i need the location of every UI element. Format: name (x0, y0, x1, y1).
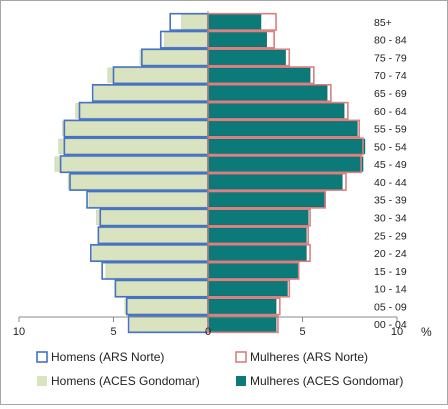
bar-homens-aces-gondomar-60-64 (75, 103, 209, 119)
category-label-55-59: 55 - 59 (374, 124, 407, 136)
bar-homens-aces-gondomar-25-29 (98, 227, 209, 243)
category-label-70-74: 70 - 74 (374, 70, 407, 82)
category-label-00-04: 00 - 04 (374, 319, 407, 331)
bar-homens-aces-gondomar-40-44 (67, 174, 209, 190)
bar-mulheres-aces-gondomar-10-14 (207, 281, 288, 297)
x-axis: 10 5 0 5 10% (13, 11, 432, 339)
bar-mulheres-aces-gondomar-45-49 (207, 156, 364, 172)
bar-mulheres-aces-gondomar-05-09 (207, 298, 277, 314)
bar-homens-aces-gondomar-55-59 (62, 121, 209, 137)
category-label-05-09: 05 - 09 (374, 301, 407, 313)
category-label-40-44: 40 - 44 (374, 177, 407, 189)
bar-mulheres-aces-gondomar-00-04 (207, 316, 277, 332)
bar-mulheres-aces-gondomar-55-59 (207, 121, 358, 137)
category-label-60-64: 60 - 64 (374, 106, 407, 118)
category-label-35-39: 35 - 39 (374, 195, 407, 207)
legend-label-homens-ars-norte: Homens (ARS Norte) (51, 350, 164, 364)
category-label-75-79: 75 - 79 (374, 52, 407, 64)
bar-mulheres-aces-gondomar-15-19 (207, 263, 300, 279)
legend-label-homens-aces-gondomar: Homens (ACES Gondomar) (51, 374, 200, 388)
x-tick-label: 0 (205, 326, 211, 338)
category-label-45-49: 45 - 49 (374, 159, 407, 171)
category-label-65-69: 65 - 69 (374, 88, 407, 100)
x-tick-label: 10 (13, 326, 25, 338)
bar-homens-aces-gondomar-15-19 (105, 263, 209, 279)
legend-swatch-homens-ars-norte (36, 351, 48, 363)
category-label-30-34: 30 - 34 (374, 212, 407, 224)
category-label-10-14: 10 - 14 (374, 284, 407, 296)
legend-swatch-homens-aces-gondomar (37, 376, 47, 386)
bar-homens-aces-gondomar-85 (181, 14, 209, 30)
bar-homens-aces-gondomar-75-79 (139, 49, 209, 66)
bar-mulheres-aces-gondomar-25-29 (207, 227, 307, 243)
category-label-25-29: 25 - 29 (374, 230, 407, 242)
legend-swatch-mulheres-ars-norte (235, 351, 247, 363)
bar-homens-aces-gondomar-35-39 (88, 192, 209, 208)
bar-homens-aces-gondomar-20-24 (92, 245, 209, 261)
bar-mulheres-aces-gondomar-50-54 (207, 138, 366, 154)
x-tick-label: 10 (391, 326, 403, 338)
bar-mulheres-aces-gondomar-60-64 (207, 103, 345, 119)
category-label-15-19: 15 - 19 (374, 266, 407, 278)
bar-mulheres-aces-gondomar-35-39 (207, 192, 326, 208)
category-label-20-24: 20 - 24 (374, 248, 407, 260)
bar-mulheres-aces-gondomar-80-84 (207, 32, 267, 48)
bar-homens-aces-gondomar-65-69 (94, 85, 209, 101)
category-label-50-54: 50 - 54 (374, 141, 407, 153)
category-label-80-84: 80 - 84 (374, 35, 407, 47)
bar-mulheres-aces-gondomar-70-74 (207, 67, 311, 83)
unit-label: % (421, 325, 432, 339)
bar-mulheres-aces-gondomar-85 (207, 14, 262, 30)
bar-mulheres-aces-gondomar-20-24 (207, 245, 307, 261)
bar-mulheres-aces-gondomar-30-34 (207, 209, 309, 226)
legend-label-mulheres-aces-gondomar: Mulheres (ACES Gondomar) (250, 374, 403, 388)
bar-homens-aces-gondomar-10-14 (115, 281, 209, 297)
legend-label-mulheres-ars-norte: Mulheres (ARS Norte) (250, 350, 368, 364)
bar-mulheres-aces-gondomar-40-44 (207, 174, 343, 190)
age-group-labels: 85+ 80 - 84 75 - 79 70 - 74 65 - 69 60 - 64 55… (374, 17, 407, 331)
bar-mulheres-aces-gondomar-75-79 (207, 49, 286, 66)
legend: Homens (ARS Norte) Mulheres (ARS Norte) Ho… (36, 350, 403, 388)
bar-homens-aces-gondomar-45-49 (54, 156, 209, 172)
bar-homens-aces-gondomar-30-34 (96, 209, 209, 226)
bar-homens-aces-gondomar-00-04 (130, 316, 209, 332)
x-tick-label: 5 (299, 326, 305, 338)
bar-mulheres-aces-gondomar-65-69 (207, 85, 328, 101)
category-label-85: 85+ (374, 17, 392, 29)
bar-homens-aces-gondomar-70-74 (107, 67, 209, 83)
legend-swatch-mulheres-aces-gondomar (236, 376, 246, 386)
bar-homens-aces-gondomar-80-84 (164, 32, 209, 48)
bar-homens-aces-gondomar-05-09 (124, 298, 209, 314)
x-tick-label: 5 (110, 326, 116, 338)
bar-mulheres-ars-norte-00-04 (207, 315, 279, 334)
bar-homens-aces-gondomar-50-54 (58, 138, 209, 154)
